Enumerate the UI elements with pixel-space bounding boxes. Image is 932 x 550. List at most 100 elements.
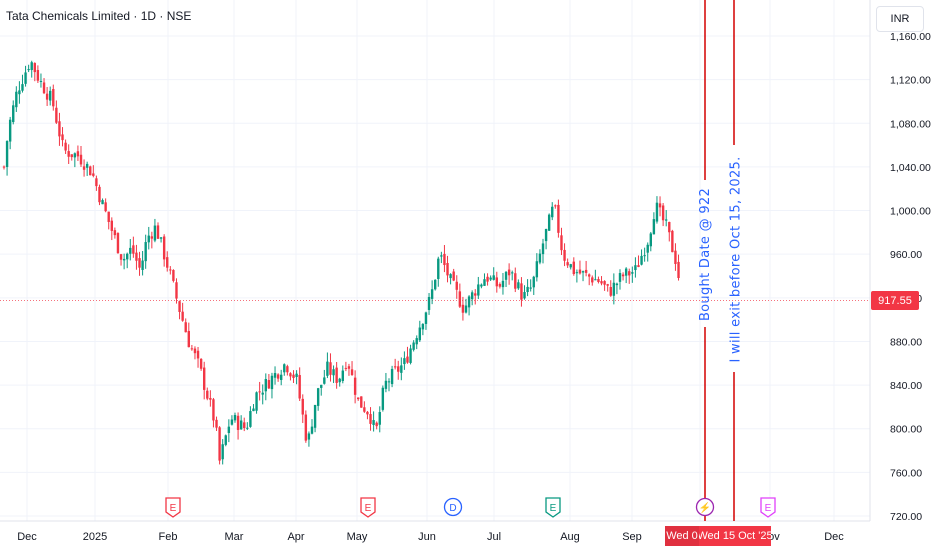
- candle-body: [92, 173, 95, 176]
- event-marker[interactable]: [165, 497, 181, 518]
- candle-body: [126, 253, 129, 260]
- candle-body: [181, 311, 184, 321]
- time-tick-label: Dec: [824, 531, 844, 543]
- candle-body: [89, 166, 92, 176]
- candle-body: [649, 233, 652, 247]
- candle-body: [169, 269, 172, 271]
- candle-body: [249, 411, 252, 427]
- price-tick-label: 1,160.00: [890, 31, 931, 43]
- candle-body: [276, 374, 280, 379]
- event-marker[interactable]: [360, 497, 376, 518]
- candle-body: [372, 420, 375, 425]
- candle-body: [209, 397, 212, 400]
- candle-body: [668, 221, 671, 233]
- candle-body: [15, 91, 18, 108]
- bought-annotation[interactable]: Bought Date @ 922: [697, 187, 713, 321]
- candle-body: [464, 305, 468, 313]
- candle-body: [159, 237, 163, 239]
- candle-body: [212, 399, 215, 421]
- candle-body: [514, 273, 517, 289]
- candle-body: [406, 356, 409, 363]
- date-label-second: Wed 15 Oct '25: [699, 526, 771, 546]
- time-tick-label: Aug: [560, 531, 580, 543]
- candle-body: [387, 381, 391, 383]
- candle-body: [67, 151, 70, 157]
- candle-body: [156, 225, 160, 239]
- candle-body: [252, 408, 255, 412]
- candle-body: [434, 279, 437, 290]
- candle-body: [643, 255, 646, 257]
- price-tick-label: 840.00: [890, 380, 922, 392]
- candle-body: [618, 273, 622, 282]
- candle-body: [566, 262, 569, 266]
- candle-body: [492, 275, 495, 280]
- candle-body: [612, 282, 616, 296]
- candle-body: [73, 153, 77, 158]
- candle-body: [671, 230, 674, 253]
- candle-body: [239, 420, 243, 430]
- candle-body: [655, 202, 659, 222]
- chart-title: Tata Chemicals Limited · 1D · NSE: [6, 9, 192, 23]
- candle-body: [597, 279, 600, 282]
- candle-body: [529, 287, 532, 289]
- event-marker-label: D: [449, 503, 456, 514]
- candle-body: [624, 268, 628, 276]
- event-marker[interactable]: [695, 497, 715, 517]
- time-tick-label: May: [347, 531, 368, 543]
- candle-body: [233, 415, 237, 421]
- candle-body: [357, 397, 360, 400]
- last-price-label: 917.55: [871, 291, 919, 310]
- candle-body: [122, 258, 126, 261]
- candle-body: [412, 342, 415, 350]
- candle-body: [637, 265, 640, 268]
- candle-body: [313, 404, 317, 428]
- candle-body: [378, 412, 381, 425]
- candle-body: [344, 367, 348, 369]
- candle-body: [498, 284, 502, 287]
- candle-body: [144, 242, 147, 262]
- candle-body: [55, 107, 58, 123]
- candle-body: [190, 348, 194, 350]
- candle-body: [5, 141, 9, 168]
- candle-body: [104, 202, 107, 212]
- candle-body: [554, 205, 557, 207]
- candle-body: [658, 203, 662, 208]
- candle-body: [301, 398, 304, 415]
- candle-body: [393, 366, 397, 368]
- candle-body: [584, 269, 588, 273]
- price-tick-label: 720.00: [890, 511, 922, 523]
- candle-body: [369, 414, 372, 424]
- exit-annotation[interactable]: I will exit before Oct 15, 2025.: [728, 155, 744, 363]
- candle-body: [199, 358, 203, 369]
- candle-body: [113, 230, 117, 236]
- event-marker[interactable]: [545, 497, 561, 518]
- candle-body: [467, 296, 471, 308]
- date-label-first: Wed 0: [665, 526, 699, 546]
- candle-body: [634, 265, 637, 271]
- candle-body: [329, 362, 332, 375]
- time-tick-label: Feb: [159, 531, 178, 543]
- price-axis: 720.00760.00800.00840.00880.00920.00960.…: [890, 31, 931, 523]
- candle-body: [116, 233, 120, 254]
- candle-body: [544, 229, 548, 242]
- candle-body: [27, 69, 30, 71]
- event-marker[interactable]: [760, 497, 776, 518]
- candle-body: [243, 422, 246, 429]
- candle-body: [375, 422, 378, 427]
- price-tick-label: 760.00: [890, 467, 922, 479]
- candle-body: [141, 260, 144, 270]
- currency-button[interactable]: INR: [876, 6, 924, 32]
- candle-body: [283, 364, 286, 373]
- candle-body: [82, 166, 86, 170]
- event-marker[interactable]: [443, 497, 463, 517]
- candle-body: [267, 380, 271, 389]
- candle-body: [421, 324, 425, 330]
- candle-body: [532, 276, 535, 288]
- time-tick-label: Dec: [17, 531, 37, 543]
- candle-body: [523, 292, 526, 299]
- candle-body: [578, 269, 582, 274]
- candle-body: [224, 435, 227, 445]
- candle-body: [501, 280, 505, 288]
- event-marker-label: E: [365, 503, 372, 514]
